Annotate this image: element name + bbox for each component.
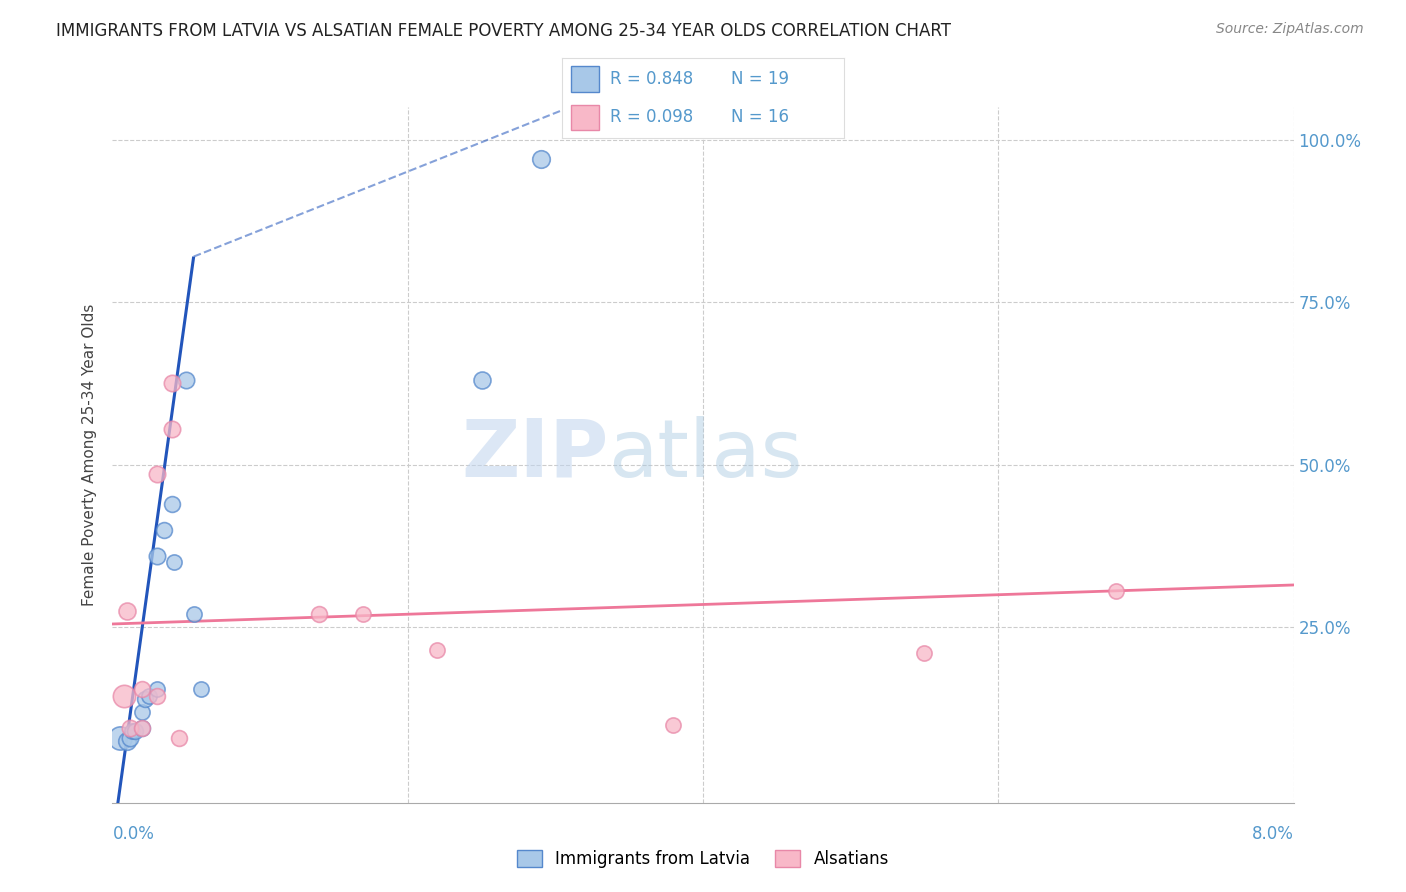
Point [108,731,131,745]
Text: Source: ZipAtlas.com: Source: ZipAtlas.com [1216,22,1364,37]
Point [117,604,138,618]
Point [131,721,153,735]
Point [183,607,205,622]
Point [121,724,143,739]
Point [662,718,685,732]
Point [117,734,138,748]
Text: N = 19: N = 19 [731,70,789,87]
Point [146,467,169,482]
Bar [571,104,599,130]
Point [138,689,160,703]
Point [167,731,190,745]
Point [146,689,169,703]
Point [914,646,936,660]
Point [134,691,156,706]
Point [529,152,551,166]
Point [112,689,135,703]
Text: IMMIGRANTS FROM LATVIA VS ALSATIAN FEMALE POVERTY AMONG 25-34 YEAR OLDS CORRELAT: IMMIGRANTS FROM LATVIA VS ALSATIAN FEMAL… [56,22,952,40]
Point [160,422,183,436]
Point [124,724,146,739]
Point [131,705,153,719]
Text: atlas: atlas [609,416,803,494]
Point [120,731,142,745]
Point [146,549,169,563]
Text: R = 0.848: R = 0.848 [610,70,693,87]
Y-axis label: Female Poverty Among 25-34 Year Olds: Female Poverty Among 25-34 Year Olds [82,304,97,606]
Point [352,607,374,622]
Text: R = 0.098: R = 0.098 [610,109,693,127]
Point [163,555,186,569]
Text: N = 16: N = 16 [731,109,789,127]
Text: 0.0%: 0.0% [112,825,155,843]
Point [131,721,153,735]
Point [160,497,183,511]
Point [146,681,169,696]
Point [131,681,153,696]
Point [426,643,449,657]
Bar [571,66,599,92]
Legend: Immigrants from Latvia, Alsatians: Immigrants from Latvia, Alsatians [510,843,896,874]
Point [190,681,212,696]
Point [153,523,176,537]
Point [1105,584,1128,599]
Point [120,721,142,735]
Point [174,373,197,387]
Point [471,373,494,387]
Point [160,376,183,391]
Text: ZIP: ZIP [461,416,609,494]
Text: 8.0%: 8.0% [1251,825,1294,843]
Point [308,607,330,622]
